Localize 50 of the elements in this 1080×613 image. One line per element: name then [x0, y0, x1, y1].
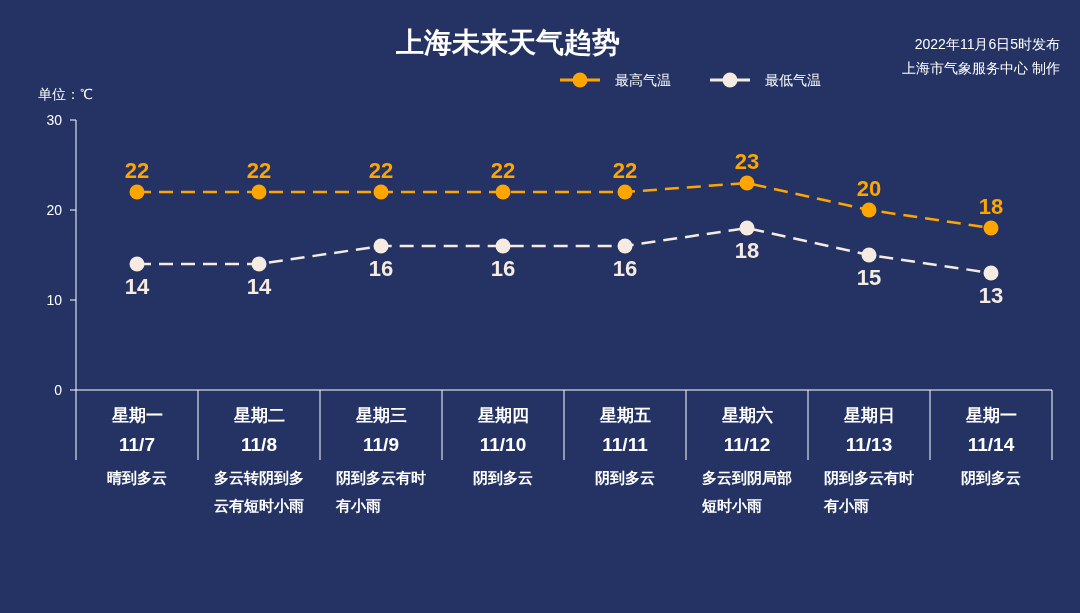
text: 上海市气象服务中心 制作: [902, 60, 1060, 76]
x-tick-label: 星期六 11/12 多云到阴局部短时小雨: [701, 406, 792, 514]
point: [617, 184, 633, 200]
legend-label: 最低气温: [765, 72, 821, 88]
point: [861, 202, 877, 218]
x-tick-label: 星期三 11/9 阴到多云有时有小雨: [335, 406, 426, 514]
x-tick-label: 星期一 11/7 晴到多云: [107, 406, 167, 486]
x-tick-label: 星期四 11/10 阴到多云: [473, 406, 533, 486]
x-tick-label: 星期五 11/11 阴到多云: [595, 406, 655, 486]
data-label: 14: [124, 274, 150, 299]
point: [251, 184, 267, 200]
data-label: 14: [246, 274, 272, 299]
data-label: 22: [490, 158, 516, 183]
data-label: 22: [124, 158, 150, 183]
y-tick-label: 0: [54, 382, 63, 398]
y-tick-label: 20: [46, 202, 63, 218]
data-label: 22: [368, 158, 394, 183]
point: [495, 184, 511, 200]
x-tick-label: 星期一 11/14 阴到多云: [961, 406, 1021, 486]
data-label: 22: [612, 158, 638, 183]
data-label: 13: [978, 283, 1004, 308]
data-label: 22: [246, 158, 272, 183]
point: [617, 238, 633, 254]
point: [129, 184, 145, 200]
data-label: 18: [734, 238, 760, 263]
data-label: 23: [734, 149, 760, 174]
y-tick-label: 10: [46, 292, 63, 308]
data-label: 15: [856, 265, 882, 290]
point: [495, 238, 511, 254]
point: [739, 175, 755, 191]
point: [373, 184, 389, 200]
x-tick-label: 星期二 11/8 多云转阴到多云有短时小雨: [214, 406, 304, 514]
data-label: 16: [490, 256, 516, 281]
y-tick-label: 30: [46, 112, 63, 128]
point: [983, 220, 999, 236]
legend-label: 最高气温: [615, 72, 671, 88]
y-axis-title: 单位：℃: [38, 86, 93, 102]
data-label: 16: [612, 256, 638, 281]
x-tick-label: 星期日 11/13 阴到多云有时有小雨: [823, 406, 914, 514]
point: [739, 220, 755, 236]
data-label: 20: [856, 176, 882, 201]
point: [983, 265, 999, 281]
point: [861, 247, 877, 263]
data-label: 16: [368, 256, 394, 281]
text: 2022年11月6日5时发布: [914, 36, 1060, 52]
chart-title: 上海未来天气趋势: [395, 27, 620, 58]
data-label: 18: [978, 194, 1004, 219]
point: [129, 256, 145, 272]
point: [251, 256, 267, 272]
point: [373, 238, 389, 254]
